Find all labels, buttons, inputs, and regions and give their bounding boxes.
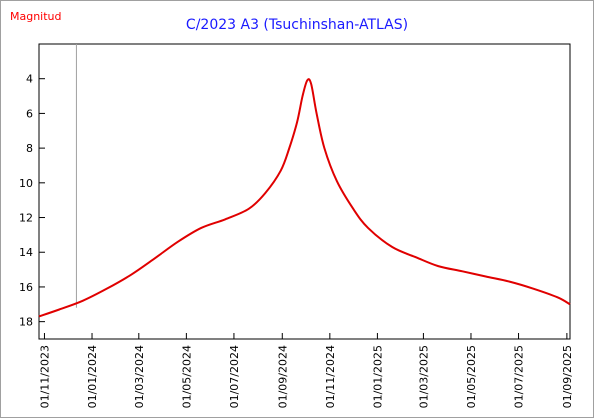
x-tick-label: 01/01/2024 bbox=[86, 345, 99, 408]
x-tick-label: 01/01/2025 bbox=[371, 345, 384, 408]
plot-border bbox=[38, 43, 571, 340]
x-tick-label: 01/09/2024 bbox=[276, 345, 289, 408]
y-tick-label: 8 bbox=[26, 142, 33, 155]
y-tick-label: 4 bbox=[26, 73, 33, 86]
y-tick-label: 18 bbox=[19, 316, 33, 329]
chart-title: C/2023 A3 (Tsuchinshan-ATLAS) bbox=[185, 17, 409, 33]
magnitude-series-line bbox=[38, 78, 571, 318]
x-tick-label: 01/07/2025 bbox=[513, 345, 526, 408]
y-tick-label: 6 bbox=[26, 107, 33, 120]
x-axis: 01/11/2023 01/01/2024 01/03/2024 01/05/2024… bbox=[38, 333, 574, 408]
x-tick-label: 01/05/2024 bbox=[180, 345, 193, 408]
x-tick-label: 01/09/2025 bbox=[561, 345, 574, 408]
x-tick-label: 01/03/2024 bbox=[133, 345, 146, 408]
series-layer bbox=[38, 78, 571, 318]
y-tick-label: 14 bbox=[19, 246, 33, 259]
y-axis-title: Magnitud bbox=[10, 10, 62, 23]
x-tick-label: 01/03/2025 bbox=[417, 345, 430, 408]
y-tick-label: 10 bbox=[19, 177, 33, 190]
y-tick-label: 12 bbox=[19, 212, 33, 225]
y-tick-label: 16 bbox=[19, 281, 33, 294]
plot-area bbox=[38, 43, 571, 340]
x-tick-label: 01/07/2024 bbox=[228, 345, 241, 408]
x-tick-label: 01/05/2025 bbox=[465, 345, 478, 408]
x-tick-label: 01/11/2024 bbox=[324, 345, 337, 408]
y-axis: 4 6 8 10 12 14 16 18 bbox=[19, 73, 45, 329]
x-tick-label: 01/11/2023 bbox=[38, 345, 51, 408]
